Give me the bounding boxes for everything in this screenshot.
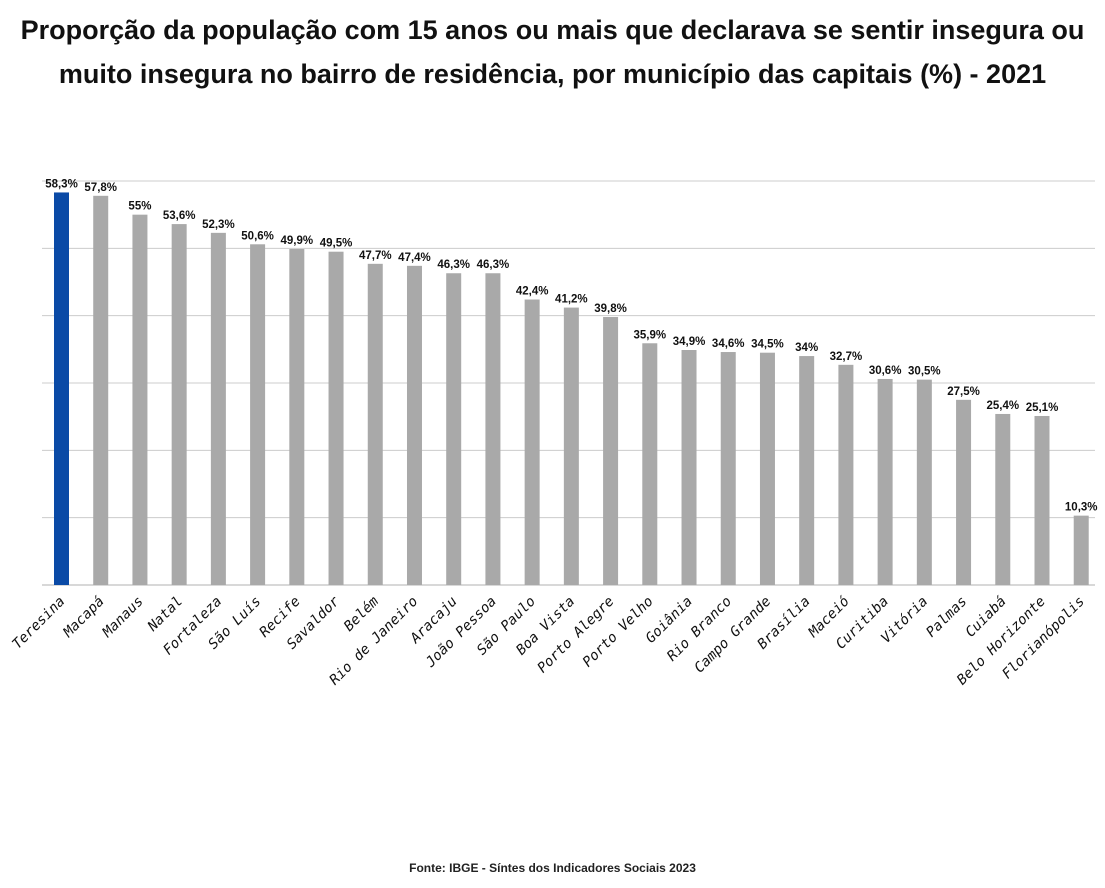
value-labels: 58,3% 57,8% 55% 53,6% 52,3% 50,6% 49,9% 49,5% 47… [45, 178, 1097, 513]
source-note: Fonte: IBGE - Síntes dos Indicadores Soc… [409, 861, 696, 875]
bar [563, 307, 579, 585]
bar [328, 251, 344, 585]
title-line-1: Proporção da população com 15 anos ou ma… [20, 15, 1085, 45]
bar [367, 263, 383, 585]
value-label: 35,9% [633, 329, 666, 341]
value-label: 42,4% [516, 286, 549, 298]
bar [759, 352, 775, 585]
bar [1073, 515, 1089, 585]
bar [485, 273, 501, 585]
value-label: 55% [128, 201, 151, 213]
value-label: 57,8% [84, 182, 117, 194]
value-label: 52,3% [202, 219, 235, 231]
bar [995, 413, 1011, 585]
value-label: 25,4% [986, 400, 1019, 412]
value-label: 10,3% [1065, 502, 1098, 514]
value-label: 27,5% [947, 386, 980, 398]
bar [93, 195, 109, 585]
bar [720, 352, 736, 585]
value-label: 25,1% [1026, 402, 1059, 414]
title-line-2: muito insegura no bairro de residência, … [58, 59, 1047, 89]
bar [406, 265, 422, 585]
value-label: 53,6% [163, 210, 196, 222]
value-label: 30,5% [908, 366, 941, 378]
chart-title: Proporção da população com 15 anos ou ma… [0, 8, 1105, 96]
value-label: 58,3% [45, 178, 78, 190]
bar [171, 224, 187, 586]
bar [838, 364, 854, 585]
bar [603, 317, 619, 585]
bar [524, 299, 540, 585]
value-label: 39,8% [594, 303, 627, 315]
bar [877, 378, 893, 585]
value-label: 34,5% [751, 339, 784, 351]
value-label: 34,9% [673, 336, 706, 348]
bar [642, 343, 658, 585]
value-label: 46,3% [477, 259, 510, 271]
value-label: 32,7% [830, 351, 863, 363]
bar [289, 249, 305, 586]
category-label: Macapá [60, 594, 108, 642]
value-label: 49,9% [281, 235, 314, 247]
bar [132, 214, 148, 585]
value-label: 41,2% [555, 294, 588, 306]
category-label: Manaus [99, 594, 147, 642]
value-label: 34% [795, 342, 818, 354]
category-label: Palmas [923, 594, 970, 641]
bar [1034, 415, 1050, 585]
value-label: 50,6% [241, 230, 274, 242]
value-label: 30,6% [869, 365, 902, 377]
value-label: 47,7% [359, 250, 392, 262]
bar [446, 273, 462, 585]
bars [54, 192, 1089, 586]
category-label: Teresina [9, 594, 68, 653]
bar [210, 232, 226, 585]
value-label: 47,4% [398, 252, 431, 264]
value-label: 46,3% [437, 259, 470, 271]
bar [799, 356, 815, 585]
bar [681, 350, 697, 585]
value-label: 49,5% [320, 238, 353, 250]
bar [956, 399, 972, 585]
bar [54, 192, 69, 586]
value-label: 34,6% [712, 338, 745, 350]
bar [250, 244, 266, 585]
bar [916, 379, 932, 585]
